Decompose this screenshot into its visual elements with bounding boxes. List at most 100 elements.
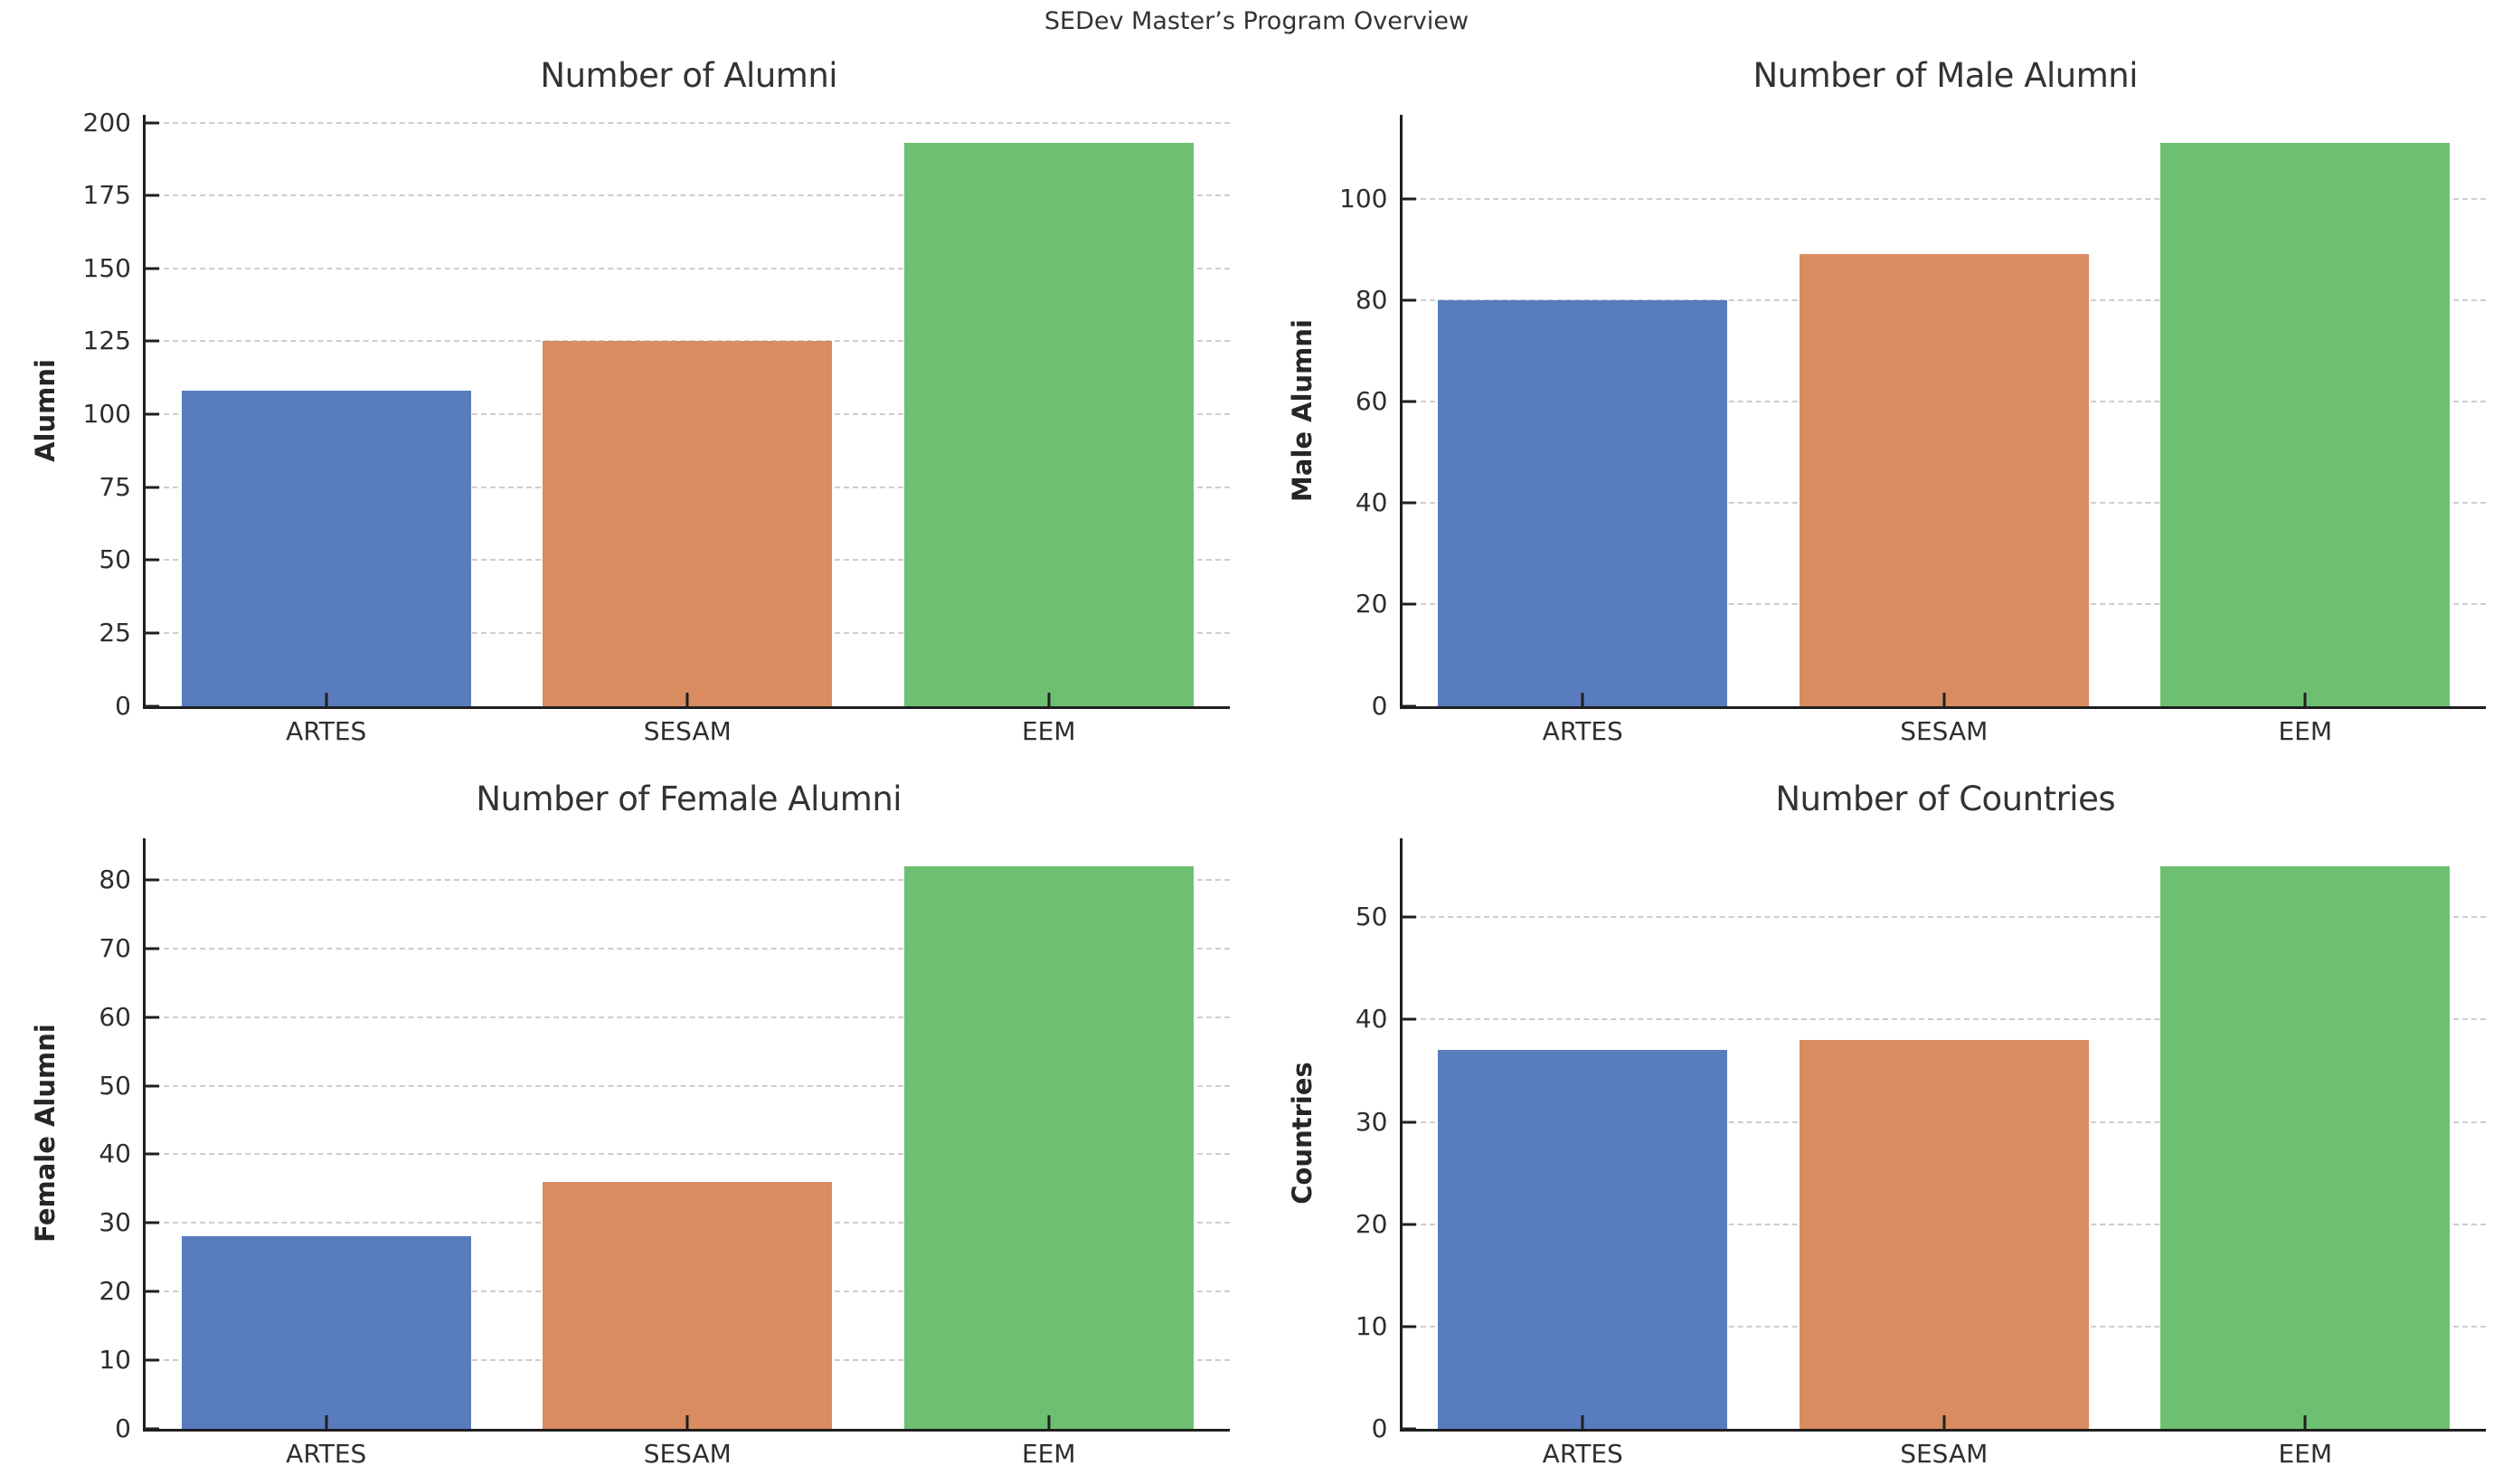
y-tick-label: 30	[99, 1207, 131, 1238]
y-tick-label: 40	[1355, 487, 1388, 518]
y-tick-mark	[1402, 1017, 1416, 1021]
bar-sesam	[543, 341, 833, 706]
y-tick-mark	[146, 947, 159, 950]
y-axis-label-countries: Countries	[1286, 1062, 1318, 1205]
y-tick-label: 75	[99, 471, 131, 502]
x-tick-label-artes: ARTES	[286, 1439, 367, 1469]
gridline	[1402, 1018, 2486, 1021]
y-tick-label: 40	[1355, 1004, 1388, 1035]
bar-sesam	[1799, 1040, 2089, 1429]
y-tick-mark	[146, 267, 159, 270]
gridline	[1402, 916, 2486, 919]
x-tick-mark	[325, 1415, 328, 1429]
x-tick-label-eem: EEM	[2278, 1439, 2333, 1469]
y-tick-label: 80	[99, 864, 131, 894]
bar-eem	[2160, 865, 2451, 1429]
y-tick-label: 20	[99, 1276, 131, 1307]
y-axis-label-female-alumni: Female Alumni	[30, 1024, 61, 1243]
bar-sesam	[543, 1181, 833, 1429]
y-tick-label: 20	[1355, 1208, 1388, 1239]
x-tick-label-artes: ARTES	[1542, 715, 1623, 746]
y-tick-mark	[1402, 197, 1416, 201]
x-tick-mark	[2303, 1415, 2307, 1429]
plot-area-female-alumni: Female Alumni 0 10 20 30 40 50 60 70 80 ARTES SESA…	[30, 837, 1230, 1467]
y-tick-mark	[1402, 298, 1416, 302]
y-tick-label: 30	[1355, 1106, 1388, 1137]
bar-eem	[2160, 143, 2451, 706]
y-tick-label: 50	[99, 1070, 131, 1101]
bar-artes	[1438, 1050, 1728, 1429]
x-tick-label-eem: EEM	[1021, 1439, 1076, 1469]
y-tick-mark	[146, 878, 159, 882]
y-tick-mark	[1402, 1325, 1416, 1328]
y-tick-mark	[1402, 400, 1416, 403]
gridline	[146, 267, 1230, 269]
x-tick-label-sesam: SESAM	[643, 1439, 732, 1469]
x-tick-mark	[685, 1415, 689, 1429]
y-tick-mark	[1402, 1120, 1416, 1124]
x-tick-label-artes: ARTES	[286, 715, 367, 746]
y-tick-mark	[146, 339, 159, 343]
chart-title-countries: Number of Countries	[1775, 779, 2116, 818]
y-tick-label: 10	[99, 1345, 131, 1375]
y-tick-label: 10	[1355, 1310, 1388, 1341]
y-tick-label: 0	[115, 1413, 131, 1443]
y-axis-label-male-alumni: Male Alumni	[1286, 318, 1318, 502]
y-tick-label: 150	[82, 252, 131, 283]
bar-eem	[903, 865, 1194, 1429]
y-tick-label: 0	[1371, 690, 1388, 721]
plot-area-countries: Countries 0 10 20 30 40 50 ARTES SESAM EEM	[1287, 837, 2486, 1467]
x-tick-mark	[1581, 692, 1584, 706]
chart-title-alumni: Number of Alumni	[540, 56, 838, 95]
bar-sesam	[1799, 254, 2089, 706]
y-tick-label: 100	[1339, 183, 1388, 213]
x-tick-mark	[1047, 1415, 1051, 1429]
x-tick-label-sesam: SESAM	[1900, 1439, 1989, 1469]
y-tick-label: 60	[99, 1001, 131, 1032]
chart-countries: Number of Countries Countries 0 10 20 30 40 5…	[1257, 761, 2513, 1484]
bar-artes	[181, 1236, 471, 1429]
y-tick-label: 70	[99, 932, 131, 963]
gridline	[146, 947, 1230, 950]
y-tick-label: 175	[82, 180, 131, 211]
y-tick-label: 0	[115, 690, 131, 721]
y-tick-mark	[146, 1221, 159, 1224]
x-tick-mark	[1047, 692, 1051, 706]
y-tick-mark	[146, 704, 159, 707]
x-tick-mark	[1942, 692, 1946, 706]
x-tick-label-eem: EEM	[1021, 715, 1076, 746]
x-tick-mark	[2303, 692, 2307, 706]
x-tick-mark	[325, 692, 328, 706]
y-tick-mark	[146, 486, 159, 489]
x-tick-mark	[685, 692, 689, 706]
y-tick-mark	[146, 194, 159, 197]
y-tick-label: 20	[1355, 589, 1388, 619]
y-tick-mark	[146, 558, 159, 562]
gridline	[1402, 197, 2486, 200]
y-tick-mark	[1402, 915, 1416, 919]
y-tick-mark	[1402, 1427, 1416, 1431]
y-tick-mark	[146, 412, 159, 416]
y-tick-label: 125	[82, 326, 131, 356]
gridline	[146, 878, 1230, 881]
y-tick-mark	[146, 631, 159, 635]
x-tick-label-sesam: SESAM	[643, 715, 732, 746]
subplot-grid: Number of Alumni Alumni 0 25 50 75 100 125 150…	[0, 38, 2513, 1484]
y-tick-mark	[1402, 501, 1416, 505]
y-tick-label: 50	[99, 544, 131, 575]
y-tick-mark	[146, 121, 159, 125]
gridline	[146, 121, 1230, 124]
y-tick-label: 0	[1371, 1413, 1388, 1443]
plot-area-alumni: Alumni 0 25 50 75 100 125 150 175 200 ARTES SESAM E…	[30, 109, 1230, 743]
chart-title-female-alumni: Number of Female Alumni	[476, 779, 902, 818]
x-tick-mark	[1942, 1415, 1946, 1429]
y-tick-label: 200	[82, 107, 131, 137]
bar-eem	[903, 143, 1194, 706]
y-tick-label: 100	[82, 399, 131, 430]
gridline	[146, 1153, 1230, 1156]
plot-area-male-alumni: Male Alumni 0 20 40 60 80 100 ARTES SESAM EEM	[1287, 115, 2486, 743]
figure-suptitle: SEDev Master’s Program Overview	[1044, 7, 1469, 35]
x-tick-label-artes: ARTES	[1542, 1439, 1623, 1469]
x-tick-label-eem: EEM	[2278, 715, 2333, 746]
